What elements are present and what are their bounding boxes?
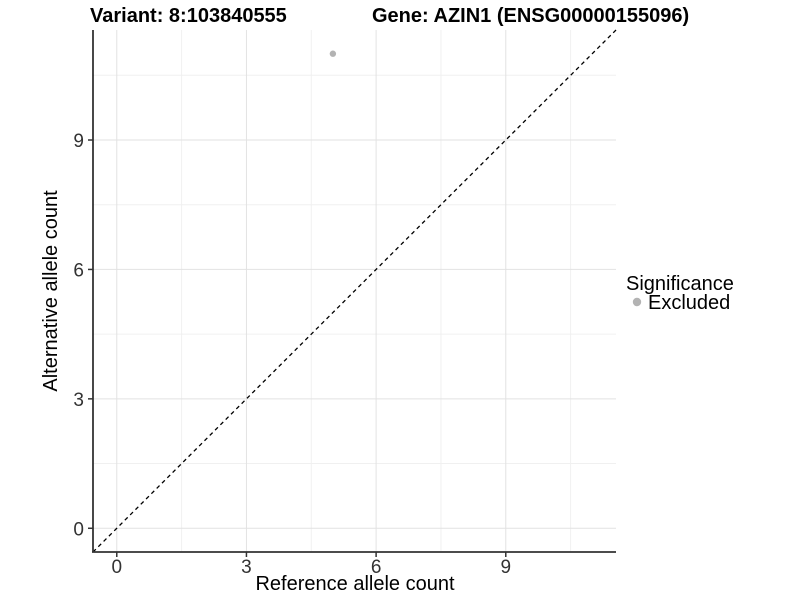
- gene-title: Gene: AZIN1 (ENSG00000155096): [372, 5, 689, 27]
- y-tick-label: 3: [73, 390, 84, 411]
- y-tick-label: 9: [73, 131, 84, 152]
- y-tick-label: 6: [73, 260, 84, 281]
- legend: Significance Excluded: [626, 273, 734, 314]
- y-axis-title: Alternative allele count: [40, 190, 62, 392]
- x-tick-label: 0: [111, 557, 122, 578]
- data-points: [329, 50, 337, 57]
- identity-line: [92, 29, 617, 553]
- legend-title: Significance: [626, 273, 734, 295]
- major-gridlines: [93, 30, 616, 552]
- x-tick-label: 6: [371, 557, 382, 578]
- x-tick-label: 3: [241, 557, 252, 578]
- x-axis-title: Reference allele count: [255, 573, 454, 595]
- legend-key-point-icon: [632, 297, 642, 307]
- minor-gridlines: [93, 30, 616, 552]
- y-tick-label: 0: [73, 519, 84, 540]
- tick-marks: [88, 139, 507, 557]
- variant-title: Variant: 8:103840555: [90, 5, 287, 27]
- data-point-excluded: [329, 50, 337, 57]
- tick-labels: 0 3 6 9 0 3 6 9: [73, 131, 511, 578]
- legend-entry-label: Excluded: [648, 292, 730, 314]
- x-tick-label: 9: [500, 557, 511, 578]
- axis-lines: [92, 30, 616, 553]
